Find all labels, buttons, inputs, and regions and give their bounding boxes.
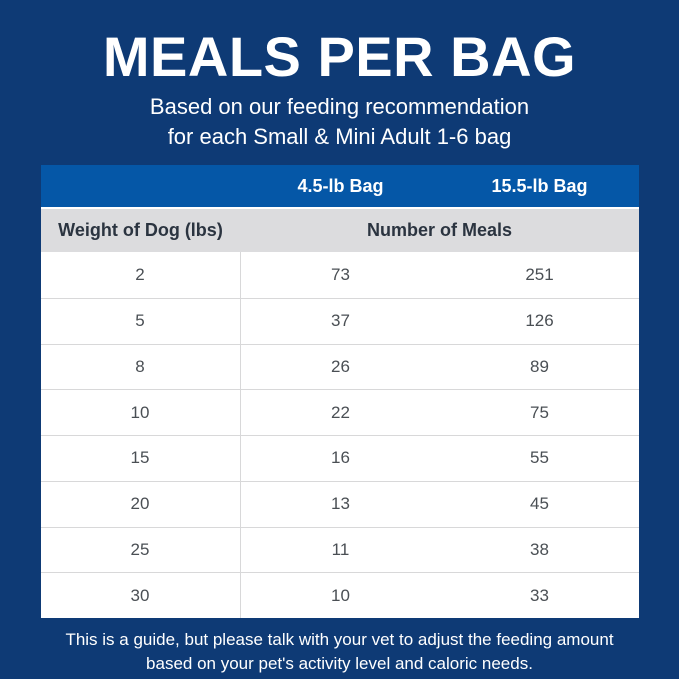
meals-per-bag-table: 4.5-lb Bag 15.5-lb Bag Weight of Dog (lb… [40,165,639,618]
meals-4-5lb-cell: 10 [331,585,350,605]
meals-15-5lb-cell: 75 [530,402,549,422]
subtitle-line-1: Based on our feeding recommendation [149,94,530,119]
table-body: 2 73 251 5 37 126 8 26 89 10 22 75 15 16 [40,252,639,618]
meals-15-5lb-cell: 251 [525,264,554,284]
subtitle: Based on our feeding recommendation for … [0,92,679,152]
meals-15-5lb-cell: 55 [530,448,549,468]
table-row: 8 26 89 [40,343,639,390]
meals-4-5lb-cell: 26 [331,356,350,376]
meals-15-5lb-cell: 33 [530,585,549,605]
footer-note: This is a guide, but please talk with yo… [0,628,679,676]
weight-cell: 20 [41,481,241,527]
table-row: 30 10 33 [40,572,639,618]
weight-cell: 5 [41,298,241,344]
weight-column-header: Weight of Dog (lbs) [58,220,223,240]
footer-line-2: based on your pet's activity level and c… [146,654,533,673]
table-row: 2 73 251 [40,252,639,298]
meals-4-5lb-cell: 13 [331,494,350,514]
meals-4-5lb-cell: 37 [331,311,350,331]
bag-size-header-4-5lb: 4.5-lb Bag [297,175,384,196]
meals-15-5lb-cell: 126 [525,311,554,331]
table-row: 10 22 75 [40,389,639,435]
meals-15-5lb-cell: 38 [530,539,549,559]
weight-cell: 30 [41,573,241,618]
meals-15-5lb-cell: 89 [530,356,549,376]
table-row: 25 11 38 [40,526,639,573]
meals-4-5lb-cell: 73 [331,264,350,284]
meals-group-header: Number of Meals [366,220,513,240]
table-row: 20 13 45 [40,480,639,527]
table-row: 15 16 55 [40,435,639,481]
table-row: 5 37 126 [40,297,639,344]
meals-15-5lb-cell: 45 [530,494,549,514]
meals-4-5lb-cell: 16 [331,448,350,468]
weight-cell: 8 [41,344,241,390]
bag-size-header-15-5lb: 15.5-lb Bag [491,175,588,196]
footer-line-1: This is a guide, but please talk with yo… [65,630,614,649]
weight-cell: 10 [41,390,241,435]
subtitle-line-2: for each Small & Mini Adult 1-6 bag [167,124,512,149]
meals-4-5lb-cell: 11 [331,539,350,559]
meals-4-5lb-cell: 22 [331,402,350,422]
weight-cell: 25 [41,527,241,573]
table-header-row: 4.5-lb Bag 15.5-lb Bag [40,165,639,209]
table-subheader-row: Weight of Dog (lbs) Number of Meals [40,209,639,252]
weight-cell: 2 [41,252,241,298]
weight-cell: 15 [41,436,241,481]
page-title: MEALS PER BAG [102,25,577,88]
